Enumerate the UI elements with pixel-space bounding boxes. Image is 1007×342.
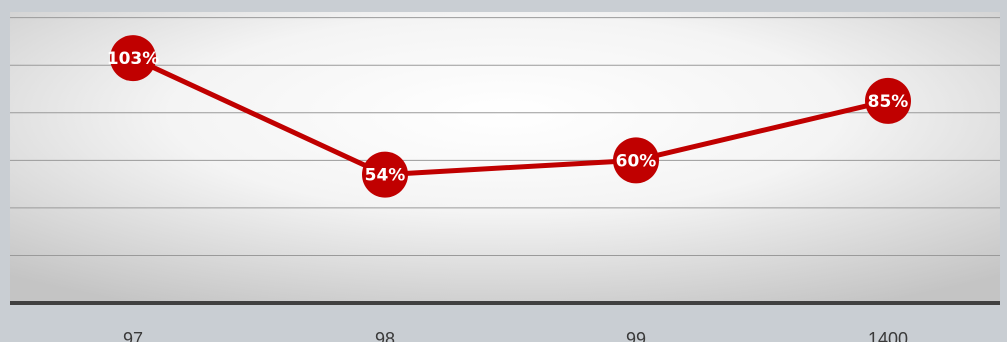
x-tick-label: 98 [375, 329, 395, 342]
series-layer: 103% 54% 60% 85% [107, 35, 911, 198]
data-point [865, 77, 911, 124]
data-label: 60% [616, 151, 657, 171]
data-label: 103% [107, 49, 160, 69]
x-tick-label: 99 [626, 329, 646, 342]
grid-lines [10, 17, 1000, 256]
data-label: 85% [868, 92, 909, 112]
data-point [362, 151, 408, 198]
x-tick-label: 1400 [868, 329, 908, 342]
data-point [110, 35, 156, 82]
x-tick-label: 97 [123, 329, 143, 342]
x-axis: 97 98 99 1400 [10, 301, 1000, 342]
data-point [613, 137, 659, 184]
plot-area [10, 12, 1000, 303]
series-line [130, 55, 891, 178]
data-label: 54% [365, 166, 406, 186]
